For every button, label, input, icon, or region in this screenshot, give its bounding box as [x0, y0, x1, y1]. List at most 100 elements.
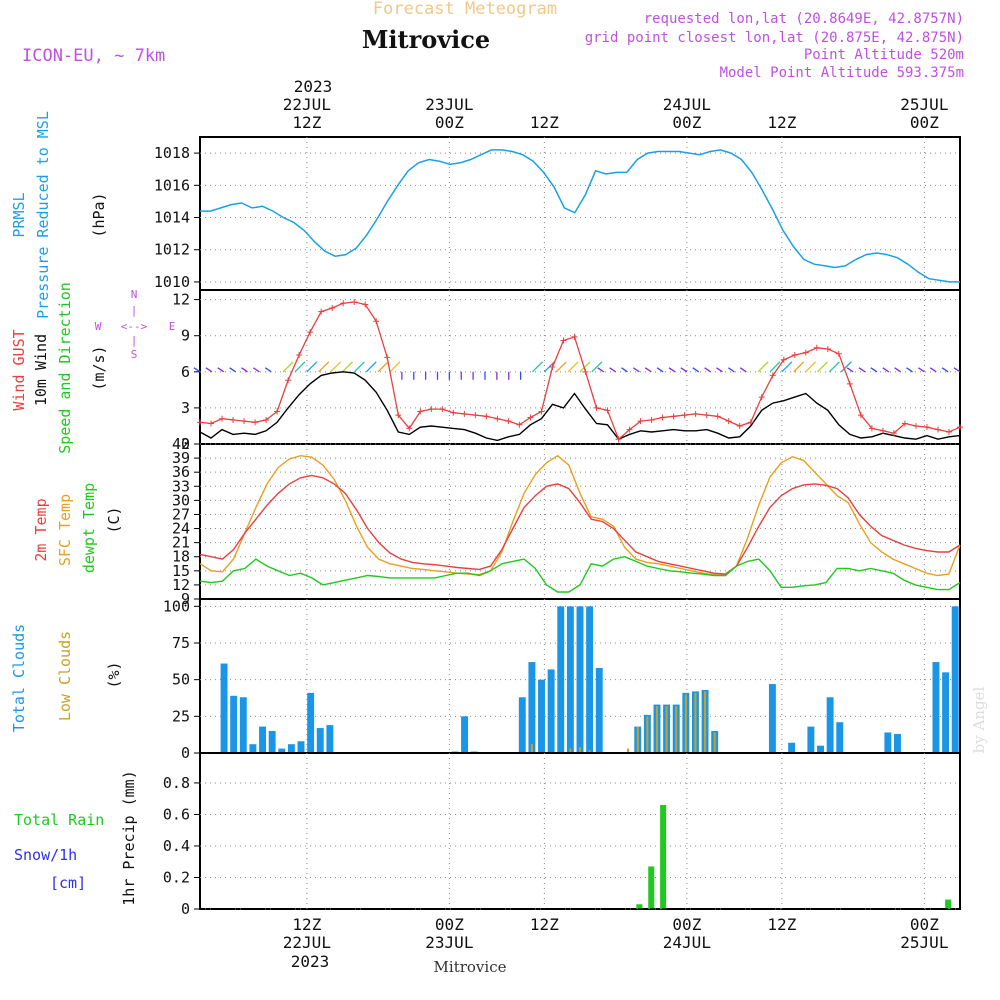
cloud-unit: (%): [105, 661, 123, 688]
wind-arrow: [330, 361, 342, 373]
wind-arrow: [805, 361, 817, 373]
gust-marker: [824, 345, 831, 352]
compass-we: <-->: [121, 320, 148, 333]
total-cloud-bar: [268, 731, 276, 753]
pressure-label-2: Pressure Reduced to MSL: [34, 111, 52, 319]
y-tick-label: 9: [181, 327, 190, 345]
wind-arrow: [609, 367, 616, 373]
gust-marker: [483, 413, 490, 420]
gust-marker: [505, 418, 512, 425]
total-cloud-bar: [220, 663, 228, 753]
gust-marker: [340, 300, 347, 307]
top-title: Forecast Meteogram: [373, 0, 557, 19]
gust-marker: [208, 420, 215, 427]
bottom-date-label: 22JUL: [283, 933, 331, 952]
gust-marker: [957, 424, 963, 431]
total-cloud-bar: [894, 733, 901, 753]
y-tick-label: 12: [172, 291, 190, 309]
wind-arrow: [656, 367, 664, 373]
gust-marker: [593, 404, 600, 411]
total-cloud-bar: [297, 741, 305, 753]
gust-marker: [703, 412, 710, 419]
panel-frame: [199, 443, 961, 600]
gust-marker: [395, 412, 402, 419]
top-time-label: 00Z: [910, 113, 939, 132]
rain-bar: [945, 899, 952, 909]
compass-rose: N S W E <--> | |: [95, 288, 176, 361]
y-tick-label: 36: [172, 463, 190, 481]
temp-labels: 2m Temp SFC Temp dewpt Temp (C): [32, 483, 123, 573]
gust-marker: [461, 410, 468, 417]
rain-labels: Total Rain Snow/1h [cm] 1hr Precip (mm): [14, 770, 138, 905]
gust-marker: [549, 364, 556, 370]
y-tick-label: 39: [172, 449, 190, 467]
location-title: Mitrovice: [362, 25, 490, 54]
wind-arrow: [532, 361, 543, 373]
total-cloud-bar: [239, 697, 247, 753]
wind-arrow: [217, 367, 225, 373]
gust-marker: [219, 415, 226, 422]
low-cloud-bar: [704, 691, 707, 753]
gust-marker: [934, 426, 941, 433]
panel-frame: [199, 752, 961, 910]
wind-arrow: [597, 367, 605, 373]
total-cloud-bar: [326, 725, 334, 753]
total-cloud-bar: [884, 732, 892, 753]
gust-marker: [560, 337, 567, 344]
total-cloud-bar: [528, 662, 536, 753]
wind-arrow: [294, 361, 306, 373]
y-tick-label: 0.2: [163, 868, 190, 886]
wind-arrow: [704, 367, 711, 373]
total-cloud-bar: [586, 606, 594, 753]
rain-label-3: [cm]: [50, 874, 86, 892]
low-cloud-bar: [646, 716, 649, 753]
gust-marker: [780, 356, 787, 363]
gust-marker: [406, 425, 413, 432]
rain-bar: [636, 904, 643, 909]
pressure-label-1: PRMSL: [10, 192, 28, 237]
dewpt-line: [199, 555, 961, 593]
wind-arrow: [253, 367, 260, 373]
gust-marker: [582, 368, 589, 375]
point-altitude: Point Altitude 520m: [804, 47, 964, 63]
wind-arrow: [264, 367, 272, 373]
gust-marker: [472, 412, 479, 419]
gust-marker: [351, 299, 358, 306]
y-tick-label: 9: [181, 590, 190, 608]
compass-ns-top: |: [131, 304, 138, 317]
wind-arrow: [621, 367, 628, 373]
gust-marker: [329, 305, 336, 312]
wind-arrow: [282, 361, 294, 373]
y-tick-label: 1014: [154, 209, 190, 227]
pressure-panel: 1010 1012 1014 1016 1018: [154, 136, 961, 291]
rain-label-2: Snow/1h: [14, 846, 77, 864]
gust-marker: [450, 409, 457, 416]
gust-marker: [615, 436, 622, 443]
wind-arrow: [353, 361, 365, 373]
total-cloud-bar: [249, 744, 257, 753]
gust-marker: [362, 301, 369, 308]
bottom-date-label: 23JUL: [425, 933, 473, 952]
y-tick-label: 24: [172, 520, 190, 538]
wind-arrow: [567, 361, 579, 373]
wind-labels: Wind GUST 10m Wind Speed and Direction (…: [10, 282, 175, 454]
total-cloud-bar: [278, 748, 286, 753]
wind-arrow: [389, 361, 401, 373]
low-cloud-bar: [578, 747, 582, 753]
gust-marker: [846, 380, 853, 387]
wind-arrow: [840, 361, 852, 373]
gust-marker: [637, 418, 644, 425]
pressure-labels: PRMSL Pressure Reduced to MSL (hPa): [10, 111, 108, 319]
gust-marker: [879, 427, 886, 434]
gust-marker: [516, 421, 523, 428]
gust-marker: [571, 333, 578, 340]
low-cloud-bar: [569, 748, 572, 753]
top-time-label: 12Z: [292, 113, 321, 132]
wind-label-1: Wind GUST: [10, 329, 28, 410]
wind-arrow: [365, 361, 377, 373]
wind-arrow: [929, 367, 937, 373]
y-tick-label: 6: [181, 363, 190, 381]
gust-marker: [274, 408, 281, 415]
wind-arrow: [193, 367, 201, 373]
